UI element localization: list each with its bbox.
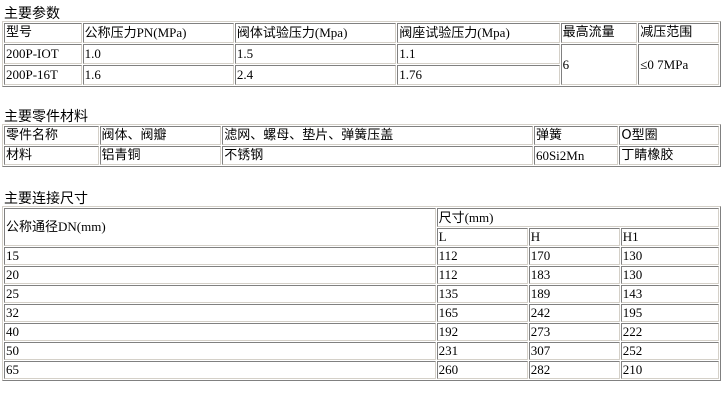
materials-title: 主要零件材料	[4, 109, 88, 125]
table-row: 200P-16T 1.6 2.4 1.76	[4, 65, 719, 85]
model-cell: 200P-IOT	[4, 44, 82, 64]
cell: 2.4	[234, 65, 397, 85]
table-row: 50 231 307 252	[4, 342, 719, 360]
dn-header: 公称通径DN(mm)	[4, 208, 436, 246]
model-cell: 200P-16T	[4, 65, 82, 85]
range-cell: ≤0 7MPa	[638, 44, 719, 85]
table-row: 32 165 242 195	[4, 304, 719, 322]
table-row: 25 135 189 143	[4, 285, 719, 303]
cell: 25	[4, 285, 436, 303]
cell: 282	[528, 361, 620, 379]
header-cell: 减压范围	[638, 23, 719, 43]
cell: 170	[528, 247, 620, 265]
header-cell: 阀座试验压力(Mpa)	[397, 23, 560, 43]
cell: 130	[620, 266, 719, 284]
cell: 112	[436, 266, 528, 284]
header-cell: 弹簧	[533, 126, 619, 145]
header-cell: 零件名称	[4, 126, 99, 145]
cell: 260	[436, 361, 528, 379]
dimensions-title: 主要连接尺寸	[4, 191, 88, 207]
params-table: 型号 公称压力PN(MPa) 阀体试验压力(Mpa) 阀座试验压力(Mpa) 最…	[2, 21, 721, 87]
cell: 材料	[4, 146, 99, 165]
cell: 210	[620, 361, 719, 379]
cell: 189	[528, 285, 620, 303]
table-row: 40 192 273 222	[4, 323, 719, 341]
subheader-cell: H	[528, 228, 620, 246]
cell: 195	[620, 304, 719, 322]
table-row: 200P-IOT 1.0 1.5 1.1 6 ≤0 7MPa	[4, 44, 719, 85]
cell: 192	[436, 323, 528, 341]
cell: 1.76	[397, 65, 560, 85]
header-cell: 滤网、螺母、垫片、弹簧压盖	[222, 126, 533, 145]
cell: 1.1	[397, 44, 560, 64]
cell: 50	[4, 342, 436, 360]
cell: 65	[4, 361, 436, 379]
subheader-cell: H1	[620, 228, 719, 246]
table-row: 15 112 170 130	[4, 247, 719, 265]
cell: 242	[528, 304, 620, 322]
max-flow-cell: 6	[560, 44, 638, 85]
cell: 1.6	[82, 65, 234, 85]
cell: 307	[528, 342, 620, 360]
cell: 不锈钢	[222, 146, 533, 165]
header-cell: 最高流量	[560, 23, 638, 43]
cell: 40	[4, 323, 436, 341]
cell: 231	[436, 342, 528, 360]
cell: 252	[620, 342, 719, 360]
table-row: 材料 铝青铜 不锈钢 60Si2Mn 丁睛橡胶	[4, 146, 719, 165]
header-cell: 型号	[4, 23, 82, 43]
cell: 32	[4, 304, 436, 322]
dimensions-header-row: 公称通径DN(mm) 尺寸(mm)	[4, 208, 719, 246]
header-cell: 阀体、阀瓣	[99, 126, 222, 145]
subheader-cell: L	[436, 228, 528, 246]
cell: 20	[4, 266, 436, 284]
table-row: 20 112 183 130	[4, 266, 719, 284]
cell: 222	[620, 323, 719, 341]
materials-table: 零件名称 阀体、阀瓣 滤网、螺母、垫片、弹簧压盖 弹簧 O型圈 材料 铝青铜 不…	[2, 124, 721, 167]
params-header-row: 型号 公称压力PN(MPa) 阀体试验压力(Mpa) 阀座试验压力(Mpa) 最…	[4, 23, 719, 43]
params-title: 主要参数	[4, 6, 60, 22]
cell: 1.5	[234, 44, 397, 64]
dimensions-table: 公称通径DN(mm) 尺寸(mm) L H H1 15 112 170 130 20 11…	[2, 206, 721, 381]
header-cell: O型圈	[619, 126, 719, 145]
cell: 丁睛橡胶	[619, 146, 719, 165]
header-cell: 阀体试验压力(Mpa)	[234, 23, 397, 43]
cell: 130	[620, 247, 719, 265]
size-header: 尺寸(mm)	[436, 208, 719, 227]
cell: 165	[436, 304, 528, 322]
cell: 1.0	[82, 44, 234, 64]
cell: 273	[528, 323, 620, 341]
header-cell: 公称压力PN(MPa)	[82, 23, 234, 43]
cell: 183	[528, 266, 620, 284]
materials-header-row: 零件名称 阀体、阀瓣 滤网、螺母、垫片、弹簧压盖 弹簧 O型圈	[4, 126, 719, 145]
table-row: 65 260 282 210	[4, 361, 719, 379]
dimensions-subheader-row: L H H1	[4, 228, 719, 246]
cell: 112	[436, 247, 528, 265]
cell: 15	[4, 247, 436, 265]
cell: 135	[436, 285, 528, 303]
cell: 143	[620, 285, 719, 303]
cell: 铝青铜	[99, 146, 222, 165]
cell: 60Si2Mn	[533, 146, 619, 165]
